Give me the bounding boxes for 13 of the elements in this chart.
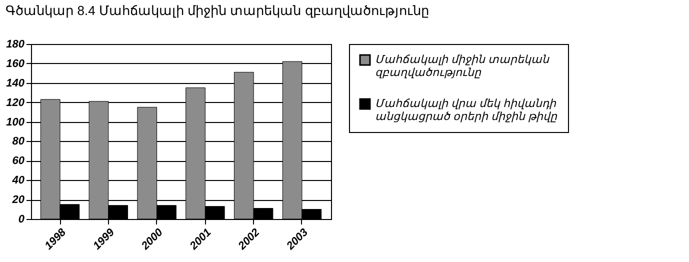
y-tick-label: 60: [12, 155, 26, 168]
y-tick-label: 140: [6, 77, 26, 90]
y-tick-label: 0: [18, 214, 26, 226]
y-tick-label: 80: [12, 136, 26, 148]
y-tick-label: 40: [11, 174, 26, 187]
y-tick-label: 180: [6, 38, 26, 50]
y-tick-label: 20: [11, 194, 26, 206]
legend-label: Մահճակալի վրա մեկ հիվանդի անցկացրած օրերի միջին թիվը: [375, 98, 558, 123]
y-tick-label: 160: [6, 58, 26, 70]
y-tick-label: 120: [6, 96, 26, 109]
legend-label: Մահճակալի միջին տարեկան զբաղվածությունը: [375, 54, 550, 79]
chart-title: Գծանկար 8.4 Մահճակալի միջին տարեկան զբաղվածությունը: [6, 3, 429, 18]
y-tick-label: 100: [6, 116, 26, 128]
